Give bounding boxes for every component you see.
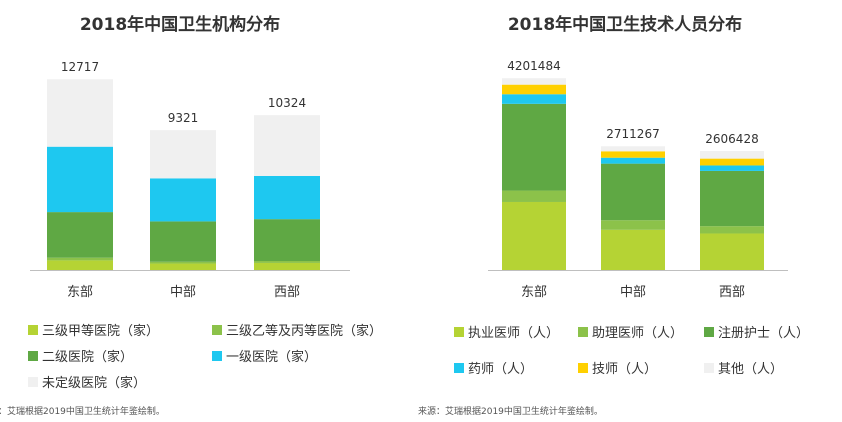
bar-segment [254, 219, 320, 261]
bar-segment [47, 146, 113, 213]
institution-legend: 三级甲等医院（家） 三级乙等及丙等医院（家） 二级医院（家） 一级医院（家） 未定级医院… [0, 0, 410, 400]
legend-item: 技师（人） [578, 358, 657, 377]
staff-legend: 执业医师（人） 助理医师（人） 注册护士（人） 药师（人） 技师（人） 其他（人） [410, 0, 842, 400]
bar-segment [601, 151, 665, 158]
institution-chart-panel: 2018年中国卫生机构分布 12717 东部 9321 中部 10324 西部 三级甲等医… [0, 0, 410, 422]
legend-label: 注册护士（人） [718, 326, 810, 341]
bar-segment [254, 261, 320, 263]
legend-swatch [454, 326, 464, 337]
legend-label: 未定级医院（家） [42, 376, 147, 391]
total-label: 9321 [168, 111, 199, 125]
legend-label: 三级乙等及丙等医院（家） [226, 324, 383, 339]
bar-segment [700, 158, 764, 166]
legend-swatch [212, 324, 222, 335]
legend-swatch [212, 350, 222, 361]
bar-segment [254, 175, 320, 220]
bar-segment [700, 170, 764, 227]
bar-segment [601, 163, 665, 221]
bar-segment [502, 94, 566, 104]
bar-segment [254, 115, 320, 176]
bar-segment [700, 151, 764, 159]
bar-segment [47, 212, 113, 258]
legend-item: 其他（人） [704, 358, 783, 377]
legend-swatch [28, 324, 38, 335]
bar-segment [601, 146, 665, 152]
legend-item: 注册护士（人） [704, 322, 809, 341]
legend-swatch [578, 362, 588, 373]
bar-segment [502, 103, 566, 191]
staff-chart-panel: 2018年中国卫生技术人员分布 4201484 东部 2711267 中部 260642… [410, 0, 842, 422]
legend-item: 三级乙等及丙等医院（家） [212, 320, 382, 339]
source-note: ：艾瑞根据2019中国卫生统计年鉴绘制。 [0, 407, 165, 417]
legend-item: 三级甲等医院（家） [28, 320, 159, 339]
legend-label: 二级医院（家） [42, 350, 134, 365]
bar-segment [150, 263, 216, 270]
bar-segment [502, 201, 566, 270]
category-label: 西部 [274, 285, 300, 300]
legend-item: 执业医师（人） [454, 322, 559, 341]
legend-swatch [454, 362, 464, 373]
bar-segment [502, 190, 566, 202]
bar-segment [502, 84, 566, 95]
total-label: 2606428 [705, 132, 758, 146]
legend-swatch [28, 350, 38, 361]
bar-segment [700, 165, 764, 171]
legend-item: 一级医院（家） [212, 346, 317, 365]
legend-item: 助理医师（人） [578, 322, 683, 341]
legend-swatch [28, 376, 38, 387]
category-label: 中部 [620, 285, 646, 300]
bar-segment [254, 262, 320, 270]
bar-segment [47, 257, 113, 261]
legend-label: 三级甲等医院（家） [42, 324, 160, 339]
legend-label: 技师（人） [592, 362, 658, 377]
total-label: 12717 [61, 60, 99, 74]
institution-bar-chart: 12717 东部 9321 中部 10324 西部 [30, 60, 350, 300]
total-label: 4201484 [507, 59, 560, 73]
legend-label: 一级医院（家） [226, 350, 318, 365]
bar-segment [47, 79, 113, 147]
bar-segment [150, 221, 216, 262]
legend-item: 未定级医院（家） [28, 372, 146, 391]
bar-segment [601, 229, 665, 270]
bar-segment [601, 220, 665, 230]
legend-label: 执业医师（人） [468, 326, 560, 341]
bar-segment [700, 226, 764, 234]
category-label: 西部 [719, 285, 745, 300]
bar-segment [150, 261, 216, 264]
legend-swatch [704, 362, 714, 373]
bar-segment [700, 233, 764, 270]
legend-label: 其他（人） [718, 362, 784, 377]
bar-segment [150, 178, 216, 222]
total-label: 10324 [268, 96, 306, 110]
staff-bar-chart: 4201484 东部 2711267 中部 2606428 西部 [488, 59, 788, 300]
legend-label: 药师（人） [468, 362, 534, 377]
bar-segment [150, 130, 216, 179]
category-label: 东部 [521, 285, 547, 300]
bar-segment [601, 157, 665, 164]
legend-swatch [704, 326, 714, 337]
bar-segment [47, 260, 113, 270]
total-label: 2711267 [606, 127, 659, 141]
bar-segment [502, 78, 566, 85]
chart-title: 2018年中国卫生机构分布 [79, 15, 281, 35]
chart-title: 2018年中国卫生技术人员分布 [507, 15, 743, 35]
legend-item: 药师（人） [454, 358, 533, 377]
legend-swatch [578, 326, 588, 337]
source-note: 来源：艾瑞根据2019中国卫生统计年鉴绘制。 [418, 407, 603, 417]
category-label: 东部 [67, 285, 93, 300]
category-label: 中部 [170, 285, 196, 300]
legend-label: 助理医师（人） [592, 326, 684, 341]
legend-item: 二级医院（家） [28, 346, 133, 365]
